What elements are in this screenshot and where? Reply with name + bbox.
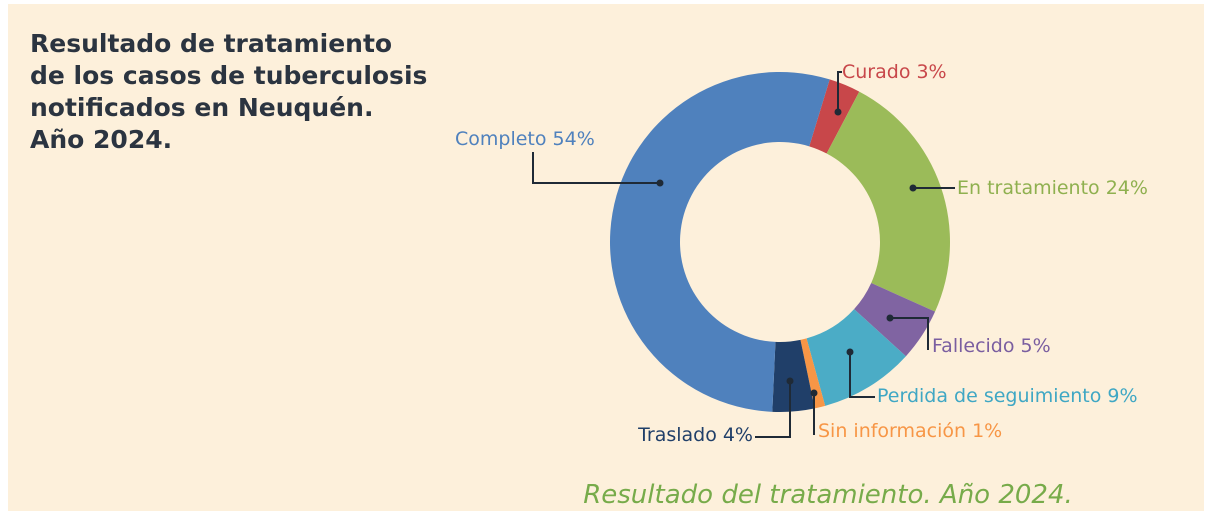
slice-name: Traslado [637, 424, 717, 446]
leader-dot [846, 348, 854, 356]
slice-name: Curado [842, 61, 910, 83]
slice-name: Sin información [818, 420, 966, 442]
slice-value: 3% [916, 61, 946, 83]
slice-label: Perdida de seguimiento 9% [877, 385, 1138, 407]
slice-label: Curado 3% [842, 61, 947, 83]
donut-segment [806, 309, 906, 406]
slice-value: 5% [1021, 335, 1051, 357]
leader-dot [786, 377, 794, 385]
slice-label: Traslado 4% [637, 424, 753, 446]
slice-name: En tratamiento [957, 177, 1100, 199]
slice-label: Completo 54% [455, 128, 595, 150]
caption: Resultado del tratamiento. Año 2024. [583, 480, 1073, 510]
donut-segment [772, 339, 815, 412]
slice-name: Perdida de seguimiento [877, 385, 1101, 407]
leader-line [890, 317, 929, 350]
donut-segment [826, 91, 951, 312]
title-line: notificados en Neuquén. [30, 93, 373, 122]
slice-value: 24% [1106, 177, 1148, 199]
slice-name: Completo [455, 128, 547, 150]
slice-label: Fallecido 5% [932, 335, 1051, 357]
leader-line [837, 71, 842, 112]
slice-value: 1% [972, 420, 1002, 442]
chart-title: Resultado de tratamiento de los casos de … [30, 29, 427, 154]
title-line: Resultado de tratamiento [30, 29, 392, 58]
leader-dot [909, 184, 917, 192]
title-line: de los casos de tuberculosis [30, 61, 427, 90]
leader-line [755, 381, 791, 438]
leader-line [532, 152, 660, 184]
slice-label: En tratamiento 24% [957, 177, 1148, 199]
leader-dot [886, 314, 894, 322]
slice-name: Fallecido [932, 335, 1015, 357]
leader-dot [834, 108, 842, 116]
slice-value: 9% [1107, 385, 1137, 407]
slice-value: 4% [723, 424, 753, 446]
leader-line [849, 352, 875, 398]
background [8, 4, 1204, 511]
title-line: Año 2024. [30, 125, 172, 154]
slice-label: Sin información 1% [818, 420, 1002, 442]
donut-segment [609, 71, 830, 412]
leader-dot [810, 389, 818, 397]
donut-segment [854, 282, 936, 357]
donut-segment [800, 338, 826, 409]
leader-dot [656, 179, 664, 187]
slice-value: 54% [553, 128, 595, 150]
donut-segment [809, 79, 860, 154]
